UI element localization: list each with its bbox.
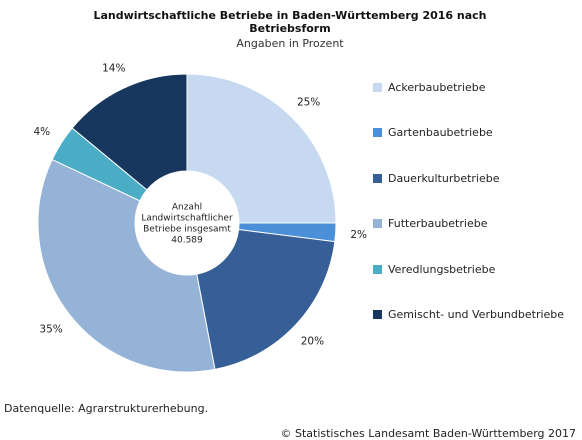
donut-slice-2 <box>196 228 336 370</box>
chart-title: Landwirtschaftliche Betriebe in Baden-Wü… <box>93 9 487 35</box>
slice-value-label-0: 25% <box>297 96 320 108</box>
center-label-line-2: Betriebe insgesamt <box>143 225 231 235</box>
chart-subtitle: Angaben in Prozent <box>236 37 344 50</box>
legend-label: Gartenbaubetriebe <box>388 126 493 139</box>
slice-value-label-3: 35% <box>39 323 62 335</box>
legend-label: Ackerbaubetriebe <box>388 80 486 94</box>
legend-swatch <box>373 310 382 319</box>
legend-swatch <box>373 219 382 228</box>
legend-swatch <box>373 173 382 183</box>
legend-label: Veredlungsbetriebe <box>388 262 496 276</box>
legend-label: Gemischt- und Verbundbetriebe <box>388 308 565 321</box>
legend-swatch <box>373 82 382 92</box>
legend-item-0: Ackerbaubetriebe <box>373 80 486 94</box>
slice-value-label-4: 4% <box>33 126 50 138</box>
copyright-note: © Statistisches Landesamt Baden-Württemb… <box>280 427 576 440</box>
legend-label: Dauerkulturbetriebe <box>388 171 500 185</box>
center-label-line-0: Anzahl <box>172 203 202 213</box>
slice-value-label-1: 2% <box>350 229 367 241</box>
donut-slice-5 <box>71 73 188 191</box>
legend-item-4: Veredlungsbetriebe <box>373 262 495 276</box>
legend-item-3: Futterbaubetriebe <box>373 217 487 231</box>
legend-item-2: Dauerkulturbetriebe <box>373 171 500 185</box>
data-source-note: Datenquelle: Agrarstrukturerhebung. <box>4 402 209 415</box>
slice-value-label-5: 14% <box>102 62 125 74</box>
donut-slice-0 <box>186 73 337 224</box>
legend-swatch <box>373 128 382 137</box>
legend-label: Futterbaubetriebe <box>388 217 488 230</box>
legend-item-5: Gemischt- und Verbundbetriebe <box>373 308 564 322</box>
donut-slice-3 <box>37 158 216 373</box>
center-label-line-3: 40.589 <box>171 236 203 246</box>
legend-item-1: Gartenbaubetriebe <box>373 126 493 140</box>
slice-value-label-2: 20% <box>301 336 324 348</box>
legend-swatch <box>373 264 382 274</box>
center-label-line-1: Landwirtschaftlicher <box>141 214 233 224</box>
